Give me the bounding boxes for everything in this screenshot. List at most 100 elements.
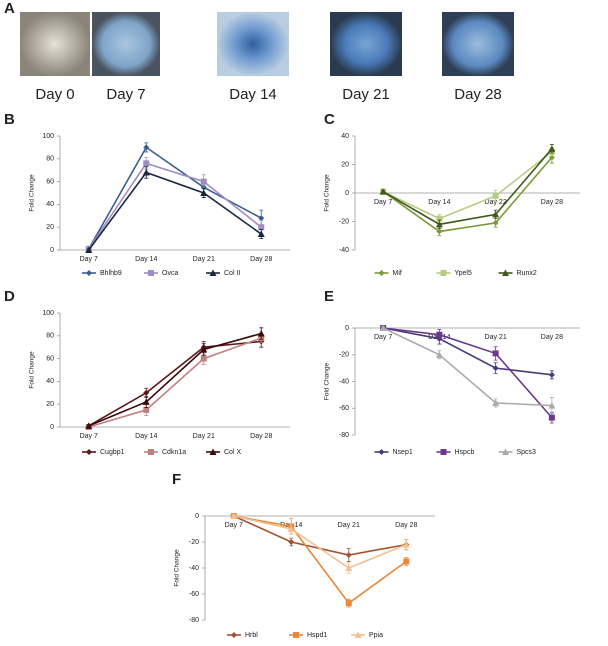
data-point [257, 230, 265, 238]
photo [92, 12, 160, 76]
data-point [435, 351, 443, 358]
series-line [382, 156, 553, 233]
data-point [492, 365, 499, 372]
data-point [379, 188, 387, 195]
legend-label: Spcs3 [517, 449, 537, 456]
x-tick-label: Day 7 [374, 199, 392, 206]
x-tick-label: Day 7 [80, 256, 98, 263]
data-point [403, 558, 410, 565]
data-point [287, 525, 295, 532]
data-point [548, 371, 555, 378]
x-tick-label: Day 21 [338, 522, 360, 529]
x-tick-label: Day 21 [485, 334, 507, 341]
legend-label: Ppia [369, 632, 383, 639]
x-tick-label: Day 7 [374, 334, 392, 341]
data-point [288, 539, 295, 545]
legend-marker [440, 270, 447, 276]
data-point [548, 402, 556, 409]
y-tick-label: -20 [339, 218, 349, 225]
data-point [492, 192, 499, 199]
y-tick-label: 20 [46, 224, 54, 231]
series-line [88, 146, 262, 250]
legend-marker [440, 449, 447, 455]
data-point [143, 144, 150, 151]
legend-marker [378, 270, 385, 276]
x-tick-label: Day 7 [225, 522, 243, 529]
legend-marker [209, 448, 217, 455]
legend-label: Col II [224, 270, 240, 277]
panel-label: F [172, 471, 181, 488]
legend-marker [86, 270, 92, 276]
photo [217, 12, 289, 76]
legend-label: Ovca [162, 270, 178, 277]
y-tick-label: 60 [46, 178, 54, 185]
series-line [88, 162, 262, 250]
legend-marker [148, 270, 154, 276]
data-point [258, 215, 265, 222]
y-tick-label: 60 [46, 355, 54, 362]
y-tick-label: -40 [189, 565, 199, 572]
legend-label: Mif [393, 270, 402, 277]
x-tick-label: Day 7 [80, 433, 98, 440]
data-point [200, 178, 207, 185]
image-caption: Day 14 [229, 86, 277, 103]
data-point [143, 389, 150, 396]
y-tick-label: -60 [189, 591, 199, 598]
data-point [548, 145, 556, 152]
y-axis-label: Fold Change [174, 549, 181, 587]
data-point [492, 219, 499, 226]
legend-label: Cugbp1 [100, 449, 125, 456]
legend-label: Runx2 [517, 270, 537, 277]
legend-marker [148, 449, 154, 455]
legend-label: Ypel5 [455, 270, 472, 277]
x-tick-label: Day 14 [135, 256, 157, 263]
y-tick-label: 40 [341, 133, 349, 140]
data-point [402, 541, 410, 548]
panel-a-images [20, 12, 514, 76]
series-line [233, 515, 407, 605]
x-tick-label: Day 14 [428, 199, 450, 206]
series-line [382, 148, 553, 226]
y-tick-label: -20 [189, 539, 199, 546]
data-point [200, 355, 207, 362]
y-tick-label: 100 [42, 310, 54, 317]
data-point [230, 512, 238, 519]
data-point [345, 600, 352, 607]
y-tick-label: -80 [339, 432, 349, 439]
legend-marker [502, 448, 509, 455]
data-point [143, 160, 150, 167]
data-point [345, 564, 353, 571]
data-point [492, 210, 500, 218]
photo [442, 12, 514, 76]
series-line [88, 332, 262, 427]
data-point [257, 330, 265, 337]
x-tick-label: Day 28 [250, 433, 272, 440]
legend-label: Hspcb [455, 449, 475, 456]
data-point [345, 552, 352, 558]
legend-marker [354, 631, 362, 638]
image-caption: Day 21 [342, 86, 390, 103]
data-point [143, 406, 150, 413]
image-caption: Day 7 [106, 86, 145, 103]
legend-label: Hrbl [245, 632, 258, 639]
y-tick-label: 0 [345, 325, 349, 332]
x-tick-label: Day 14 [135, 433, 157, 440]
panel-label: A [4, 0, 15, 17]
data-point [200, 189, 208, 196]
y-tick-label: -60 [339, 405, 349, 412]
y-tick-label: 80 [46, 333, 54, 340]
data-point [258, 224, 265, 231]
x-tick-label: Day 28 [250, 256, 272, 263]
data-point [200, 345, 208, 353]
data-point [85, 246, 93, 253]
y-tick-label: 0 [345, 190, 349, 197]
y-tick-label: -20 [339, 352, 349, 359]
y-tick-label: 100 [42, 133, 54, 140]
photo [330, 12, 402, 76]
y-tick-label: 40 [46, 201, 54, 208]
legend-marker [231, 632, 237, 638]
y-axis-label: Fold Change [29, 174, 36, 212]
series-line [382, 327, 552, 407]
image-caption: Day 0 [35, 86, 74, 103]
data-point [492, 399, 500, 406]
